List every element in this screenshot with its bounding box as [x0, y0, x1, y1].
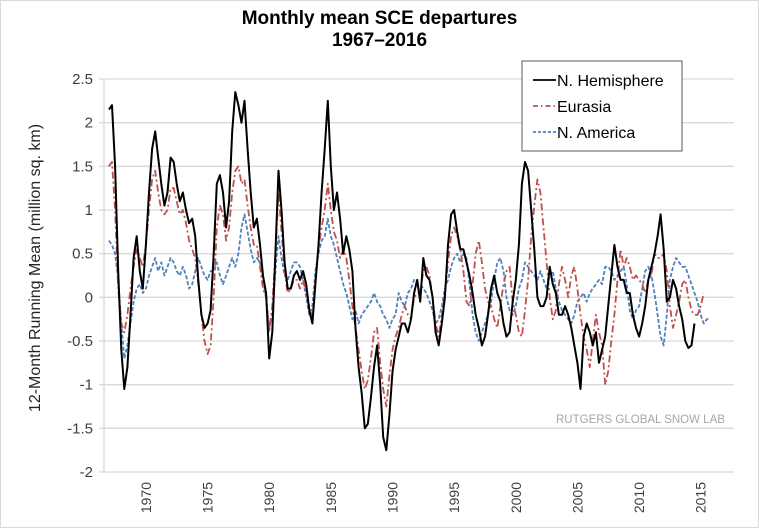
x-tick-label: 2000 [508, 482, 524, 513]
y-tick-label: 1 [85, 202, 93, 219]
x-tick-label: 1985 [323, 482, 339, 513]
y-tick-label: -1.5 [67, 420, 93, 437]
series-line-eurasia [108, 161, 705, 408]
y-tick-label: 2 [85, 115, 93, 132]
legend: N. Hemisphere Eurasia N. America [521, 60, 683, 152]
y-axis-ticks: 2.5 2 1.5 1 0.5 0 -0.5 -1 -1.5 -2 [67, 71, 104, 481]
series-lines [108, 91, 710, 452]
y-tick-label: -0.5 [67, 333, 93, 350]
x-tick-label: 1975 [200, 482, 216, 513]
credit-annotation: RUTGERS GLOBAL SNOW LAB [556, 414, 725, 426]
y-tick-label: -1 [80, 377, 93, 394]
x-tick-label: 1970 [138, 482, 154, 513]
x-tick-label: 1990 [384, 482, 400, 513]
x-axis-ticks: 1970 1975 1980 1985 1990 1995 2000 2005 2010 2015 [138, 482, 709, 513]
y-tick-label: 0.5 [72, 246, 93, 263]
chart-title-block: Monthly mean SCE departures 1967–2016 [0, 8, 759, 52]
y-tick-label: 2.5 [72, 71, 93, 88]
x-tick-label: 1995 [446, 482, 462, 513]
chart-subtitle: 1967–2016 [331, 30, 428, 51]
y-tick-label: 1.5 [72, 158, 93, 175]
legend-label: N. America [557, 125, 635, 142]
x-tick-label: 2010 [631, 482, 647, 513]
x-tick-label: 1980 [261, 482, 277, 513]
series-line-n-hemisphere [108, 91, 696, 452]
series-line-n-america [108, 213, 710, 360]
legend-label: Eurasia [557, 99, 611, 116]
chart-title: Monthly mean SCE departures [241, 8, 518, 29]
x-tick-label: 2015 [693, 482, 709, 513]
y-tick-label: 0 [85, 289, 93, 306]
y-tick-label: -2 [80, 464, 93, 481]
x-tick-label: 2005 [569, 482, 585, 513]
y-axis-label: 12-Month Running Mean (million sq. km) [27, 124, 44, 412]
legend-label: N. Hemisphere [557, 73, 664, 90]
